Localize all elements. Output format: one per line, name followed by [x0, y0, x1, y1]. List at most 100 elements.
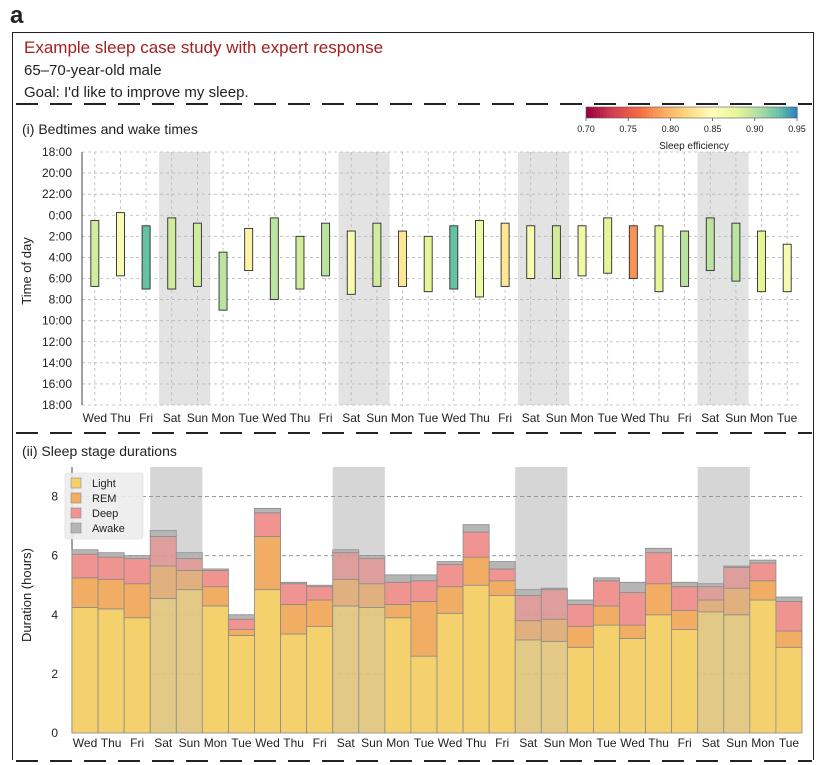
colorbar-segment	[628, 107, 633, 118]
awake-stage-segment	[619, 581, 646, 594]
light-stage-segment	[488, 595, 516, 734]
deep-stage-segment	[566, 604, 594, 628]
sleep-interval-bar	[269, 217, 279, 301]
light-stage-segment	[540, 640, 568, 734]
light-stage-segment	[71, 606, 99, 734]
awake-stage-segment	[540, 587, 568, 591]
colorbar-segment	[705, 107, 710, 118]
rem-stage-segment	[384, 604, 412, 619]
chart2-ytick-label: 0	[51, 726, 58, 740]
chart2-day-label: Sun	[179, 736, 200, 750]
chart1-day-label: Mon	[391, 411, 414, 425]
chart1-day-label: Sat	[701, 411, 720, 425]
light-stage-segment	[280, 633, 308, 734]
chart1-day-label: Sat	[522, 411, 541, 425]
chart1-day-label: Thu	[649, 411, 670, 425]
chart1-ytick-label: 20:00	[42, 166, 72, 180]
sleep-interval-bar	[167, 217, 177, 290]
light-stage-segment	[384, 617, 412, 734]
legend-swatch	[70, 477, 82, 489]
chart2-day-label: Mon	[569, 736, 592, 750]
colorbar-segment	[624, 107, 629, 118]
deep-stage-segment	[306, 586, 334, 601]
colorbar-segment	[698, 107, 703, 118]
weekend-shade	[517, 152, 570, 405]
chart1-ytick-label: 6:00	[49, 272, 73, 286]
awake-stage-segment	[201, 568, 229, 571]
rem-stage-segment	[566, 626, 594, 648]
sleep-interval-bar	[603, 217, 613, 274]
deep-stage-segment	[619, 592, 646, 626]
colorbar-segment	[642, 107, 647, 118]
light-stage-segment	[332, 605, 360, 734]
chart2-title: (ii) Sleep stage durations	[22, 443, 177, 459]
sleep-interval-bar	[398, 230, 407, 287]
case-study-title: Example sleep case study with expert res…	[24, 38, 384, 57]
rem-stage-segment	[123, 583, 151, 619]
goal-line: Goal: I'd like to improve my sleep.	[24, 84, 249, 101]
colorbar-segment	[719, 107, 724, 118]
chart1-ytick-label: 18:00	[42, 398, 72, 412]
chart2-day-label: Sun	[726, 736, 747, 750]
weekend-overlay	[332, 467, 385, 733]
colorbar-segment	[673, 107, 679, 118]
rem-stage-segment	[749, 580, 777, 601]
chart2-ytick-label: 4	[51, 608, 58, 622]
deep-stage-segment	[149, 536, 177, 567]
chart1-ytick-label: 12:00	[42, 335, 72, 349]
rem-stage-segment	[488, 580, 516, 596]
sleep-interval-bar	[321, 222, 331, 277]
chart1-day-label: Sun	[725, 411, 746, 425]
chart1-ytick-label: 14:00	[42, 356, 72, 370]
colorbar-segment	[733, 107, 738, 118]
chart2-day-label: Wed	[255, 736, 279, 750]
chart2-day-label: Thu	[466, 736, 487, 750]
awake-stage-segment	[97, 552, 125, 558]
chart1-day-label: Sun	[187, 411, 208, 425]
colorbar-segment	[730, 107, 735, 118]
sleep-interval-bar	[500, 222, 510, 287]
awake-stage-segment	[749, 559, 777, 564]
chart2-ylabel: Duration (hours)	[19, 548, 34, 642]
chart2-day-label: Mon	[204, 736, 227, 750]
colorbar-segment	[600, 107, 605, 118]
deep-stage-segment	[488, 568, 516, 582]
chart1-day-label: Thu	[469, 411, 490, 425]
chart2-day-label: Sat	[337, 736, 356, 750]
awake-stage-segment	[410, 574, 438, 582]
colorbar-segment	[659, 107, 664, 118]
colorbar-segment	[695, 107, 700, 118]
light-stage-segment	[97, 608, 125, 734]
chart2-day-label: Mon	[751, 736, 774, 750]
chart2-day-label: Tue	[231, 736, 252, 750]
colorbar-tick-label: 0.75	[619, 124, 637, 134]
legend-swatch	[70, 492, 82, 504]
colorbar-segment	[740, 107, 745, 118]
deep-stage-segment	[254, 512, 281, 537]
rem-stage-segment	[436, 586, 464, 614]
light-stage-segment	[436, 612, 464, 734]
sleep-interval-bar	[192, 222, 202, 287]
colorbar-segment	[782, 107, 788, 118]
light-stage-segment	[228, 635, 255, 734]
chart1-day-label: Mon	[211, 411, 234, 425]
rem-stage-segment	[254, 536, 281, 591]
deep-stage-segment	[462, 531, 490, 558]
colorbar-segment	[789, 107, 795, 118]
colorbar-segment	[680, 107, 686, 118]
chart1-day-label: Tue	[598, 411, 619, 425]
awake-stage-segment	[436, 561, 464, 565]
chart1-ytick-label: 18:00	[42, 145, 72, 159]
light-stage-segment	[697, 611, 725, 734]
sleep-interval-bar	[346, 230, 356, 295]
chart2-day-label: Wed	[620, 736, 644, 750]
chart2-day-label: Thu	[101, 736, 122, 750]
sleep-interval-bar	[295, 235, 305, 290]
deep-stage-segment	[201, 570, 229, 588]
chart2-day-label: Fri	[678, 736, 692, 750]
rem-stage-segment	[201, 586, 229, 607]
weekend-shade	[697, 152, 749, 405]
chart2-day-label: Sun	[544, 736, 565, 750]
chart1-day-label: Wed	[442, 411, 466, 425]
deep-stage-segment	[97, 556, 125, 580]
